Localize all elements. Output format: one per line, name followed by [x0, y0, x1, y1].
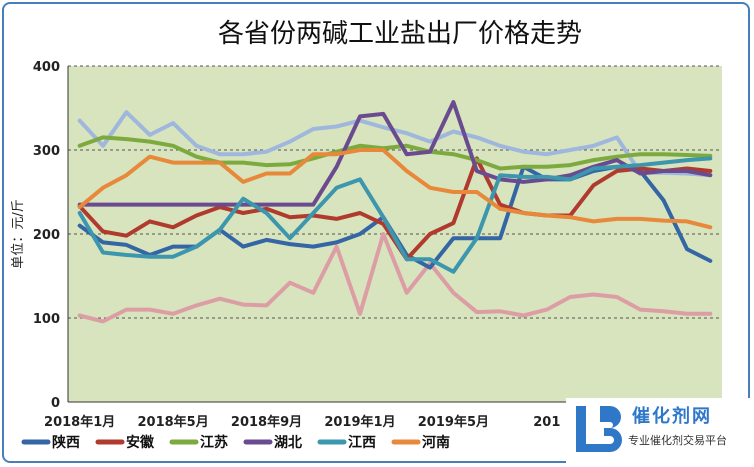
series-line-6 — [77, 232, 713, 324]
series-line-4 — [77, 156, 713, 274]
y-tick-label: 0 — [51, 396, 60, 411]
legend-label: 陕西 — [52, 434, 80, 451]
legend-label: 江西 — [348, 434, 376, 451]
legend-label: 江苏 — [200, 434, 228, 451]
y-axis-label: 单位：元/斤 — [11, 199, 26, 268]
legend: 陕西 安徽 江苏 湖北 江西 河南 — [21, 434, 450, 451]
y-tick-label: 100 — [33, 312, 60, 327]
lb-logo-icon — [576, 406, 622, 452]
x-axis-ticks: 2018年1月 2018年5月 2018年9月 2019年1月 2019年5月 201 — [44, 414, 560, 430]
chart-title: 各省份两碱工业盐出厂价格走势 — [218, 19, 582, 49]
logo-area — [566, 398, 752, 464]
legend-label: 河南 — [422, 434, 450, 451]
series-line-2 — [77, 135, 713, 171]
y-tick-label: 200 — [33, 228, 60, 243]
legend-label: 湖北 — [274, 435, 302, 451]
series-lines — [77, 100, 713, 324]
x-tick-label: 2018年1月 — [44, 414, 115, 430]
x-tick-label: 2019年1月 — [324, 414, 395, 430]
x-tick-label: 2018年9月 — [231, 414, 302, 430]
logo-name: 催化剂网 — [632, 406, 712, 427]
logo-subtitle: 专业催化剂交易平台 — [628, 434, 727, 447]
series-line-5 — [77, 148, 713, 230]
y-tick-label: 400 — [33, 60, 60, 75]
x-tick-label: 201 — [533, 415, 560, 430]
x-tick-label: 2019年5月 — [418, 414, 489, 430]
legend-label: 安徽 — [126, 434, 155, 451]
series-line-3 — [77, 100, 713, 207]
y-axis-ticks: 0 100 200 300 400 — [33, 60, 60, 411]
y-tick-label: 300 — [33, 144, 60, 159]
x-tick-label: 2018年5月 — [137, 414, 208, 430]
